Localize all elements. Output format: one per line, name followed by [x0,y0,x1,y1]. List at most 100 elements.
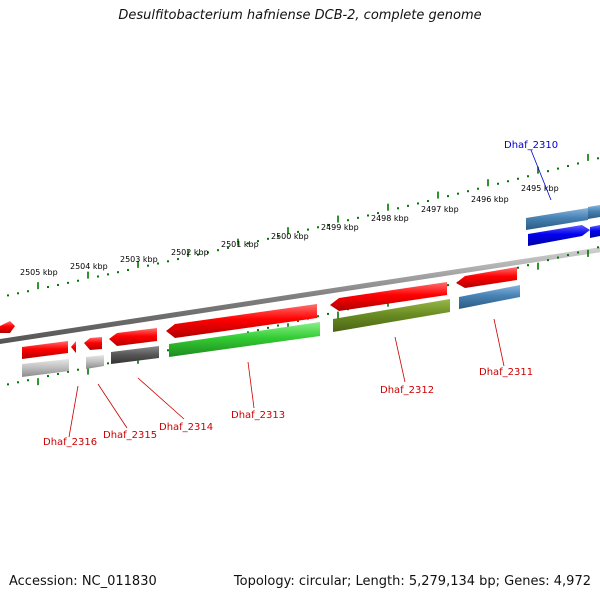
minor-tick [247,242,249,245]
accession-text: Accession: NC_011830 [9,574,157,589]
major-tick [137,260,139,268]
minor-tick [307,228,309,231]
gene-arrow[interactable] [84,337,102,350]
minor-tick [507,180,509,183]
minor-tick [407,204,409,207]
gene-arrow-dhaf-2310[interactable] [528,225,590,246]
minor-tick [77,279,79,282]
major-tick [437,191,439,199]
gene-arrow[interactable] [22,341,68,359]
major-tick [487,179,489,187]
gene-block-dhaf-2313[interactable] [169,322,320,357]
gene-block-dhaf-2312[interactable] [333,299,450,332]
major-tick [387,203,389,211]
major-tick [537,262,539,270]
minor-tick [127,269,129,272]
minor-tick [417,202,419,205]
kbp-label: 2496 kbp [471,195,509,204]
gene-label-dhaf-2312[interactable]: Dhaf_2312 [380,385,434,396]
minor-tick [257,240,259,243]
minor-tick [597,246,599,249]
kbp-label: 2498 kbp [371,214,409,223]
minor-tick [107,273,109,276]
minor-tick [107,362,109,365]
minor-tick [467,190,469,193]
gene-arrow[interactable] [456,267,517,288]
minor-tick [157,262,159,265]
gene-arrow[interactable] [166,304,317,338]
genome-backbone [0,247,600,345]
kbp-label: 2495 kbp [521,184,559,193]
label-leader-lines [68,149,552,438]
kbp-label: 2504 kbp [70,262,108,271]
gene-block[interactable] [22,359,69,377]
major-tick [87,367,89,375]
kbp-label: 2499 kbp [321,223,359,232]
major-tick [37,378,39,386]
minor-tick [57,283,59,286]
gene-label-dhaf-2314[interactable]: Dhaf_2314 [159,422,213,433]
gene-block-dhaf-2311[interactable] [459,285,520,309]
minor-tick [297,230,299,233]
gene-labels: Dhaf_2310 Dhaf_2311 Dhaf_2312 Dhaf_2313 … [43,140,558,448]
map-title: Desulfitobacterium hafniense DCB-2, comp… [118,8,482,23]
minor-tick [267,237,269,240]
minor-tick [97,275,99,278]
minor-tick [7,294,9,297]
minor-tick [327,312,329,315]
minor-tick [517,177,519,180]
gene-block[interactable] [111,346,159,364]
gene-arrow[interactable] [330,282,447,311]
minor-tick [377,212,379,215]
minor-tick [557,256,559,259]
minor-tick [257,329,259,332]
gene-arrow[interactable] [590,225,600,238]
major-tick [87,271,89,279]
gene-arrow[interactable] [0,321,15,333]
minor-tick [567,254,569,257]
minor-tick [527,175,529,178]
minor-tick [527,264,529,267]
kbp-label: 2505 kbp [20,268,58,277]
gene-label-dhaf-2316[interactable]: Dhaf_2316 [43,437,97,448]
major-tick [37,282,39,290]
minor-tick [277,235,279,238]
minor-tick [327,223,329,226]
minor-tick [397,207,399,210]
minor-tick [577,251,579,254]
minor-tick [317,315,319,318]
gene-label-dhaf-2311[interactable]: Dhaf_2311 [479,367,533,378]
gene-block[interactable] [588,205,600,219]
minor-tick [267,326,269,329]
minor-tick [367,214,369,217]
gene-label-dhaf-2313[interactable]: Dhaf_2313 [231,410,285,421]
minor-tick [547,170,549,173]
minor-tick [67,370,69,373]
gene-arrow[interactable] [71,341,76,353]
forward-strand-genes [0,225,600,359]
gene-block[interactable] [86,355,104,369]
major-tick [537,166,539,174]
minor-tick [517,266,519,269]
minor-tick [347,219,349,222]
minor-tick [547,259,549,262]
minor-tick [177,258,179,261]
gene-arrow[interactable] [109,328,157,346]
minor-tick [557,167,559,170]
kbp-label: 2503 kbp [120,255,158,264]
major-tick [337,215,339,223]
gene-label-dhaf-2310[interactable]: Dhaf_2310 [504,140,558,151]
minor-tick [217,249,219,252]
minor-tick [7,383,9,386]
minor-tick [477,187,479,190]
minor-tick [297,319,299,322]
minor-tick [167,260,169,263]
kbp-label: 2502 kbp [171,248,209,257]
major-tick [587,153,589,161]
minor-tick [227,246,229,249]
minor-tick [447,195,449,198]
minor-tick [17,292,19,295]
gene-block[interactable] [526,208,588,230]
gene-label-dhaf-2315[interactable]: Dhaf_2315 [103,430,157,441]
